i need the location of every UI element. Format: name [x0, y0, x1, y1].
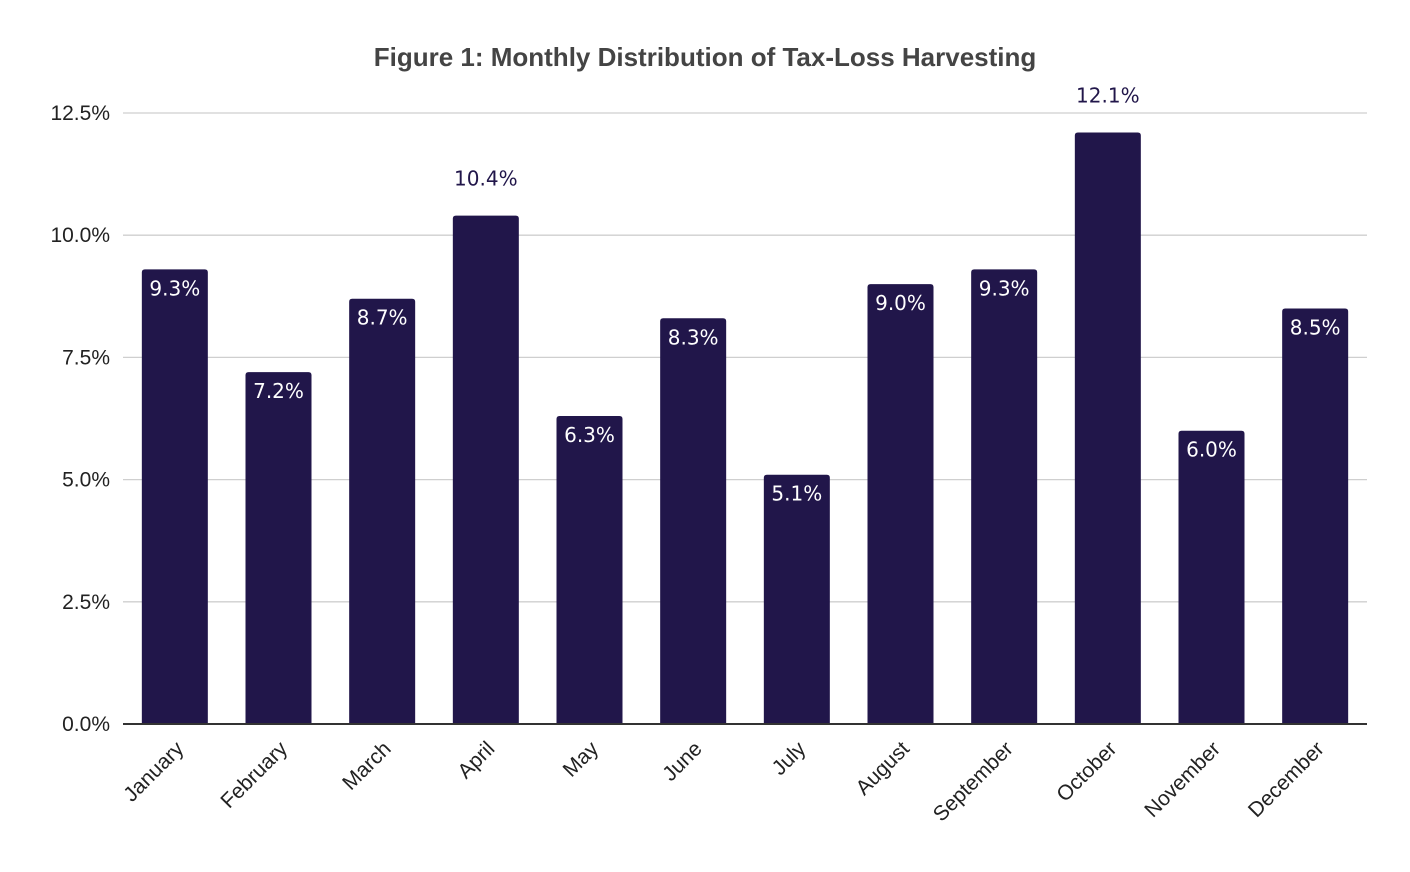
x-tick-label: May [559, 737, 604, 782]
bar-september [971, 269, 1038, 724]
bar-may [556, 416, 623, 724]
bar-july [763, 474, 830, 724]
data-label: 8.3% [668, 325, 719, 349]
data-label: 7.2% [253, 379, 304, 403]
y-tick-label: 7.5% [62, 346, 110, 369]
bar-june [660, 318, 727, 724]
x-tick-label: September [929, 737, 1018, 826]
y-tick-label: 10.0% [50, 224, 110, 247]
y-tick-label: 2.5% [62, 591, 110, 614]
data-label: 5.1% [771, 482, 822, 506]
x-tick-label: January [119, 737, 188, 806]
x-tick-label: December [1244, 737, 1329, 822]
x-tick-label: March [338, 737, 396, 795]
bar-february [245, 372, 312, 724]
data-label: 9.3% [149, 276, 200, 300]
data-label: 6.3% [564, 423, 615, 447]
data-labels: 9.3% 7.2% 8.7% 10.4% 6.3% 8.3% 5.1% 9.0% 9.3% 12.… [149, 84, 1340, 506]
bar-august [867, 284, 934, 724]
data-label: 8.7% [357, 306, 408, 330]
bar-november [1178, 430, 1245, 724]
y-tick-label: 12.5% [50, 102, 110, 125]
x-tick-label: April [453, 737, 499, 783]
data-label: 9.0% [875, 291, 926, 315]
bar-january [141, 269, 208, 724]
bar-march [349, 298, 416, 724]
x-tick-label: August [852, 737, 915, 800]
x-tick-label: February [216, 737, 292, 813]
data-label: 10.4% [454, 167, 518, 191]
data-label: 9.3% [979, 276, 1030, 300]
x-axis-ticks: January February March April May June July Augu… [119, 737, 1328, 826]
x-tick-label: July [768, 737, 811, 780]
y-tick-label: 0.0% [62, 713, 110, 736]
chart-title: Figure 1: Monthly Distribution of Tax-Lo… [374, 42, 1037, 72]
x-tick-label: November [1140, 737, 1225, 822]
gridlines [123, 112, 1367, 603]
data-label: 12.1% [1076, 84, 1140, 108]
data-label: 6.0% [1186, 438, 1237, 462]
bar-october [1074, 132, 1141, 724]
bar-december [1282, 308, 1349, 724]
y-axis-ticks: 0.0% 2.5% 5.0% 7.5% 10.0% 12.5% [50, 102, 110, 736]
y-tick-label: 5.0% [62, 469, 110, 492]
bar-april [452, 215, 519, 724]
bars [141, 132, 1349, 724]
x-tick-label: June [658, 737, 706, 785]
data-label: 8.5% [1290, 316, 1341, 340]
x-tick-label: October [1052, 737, 1121, 806]
